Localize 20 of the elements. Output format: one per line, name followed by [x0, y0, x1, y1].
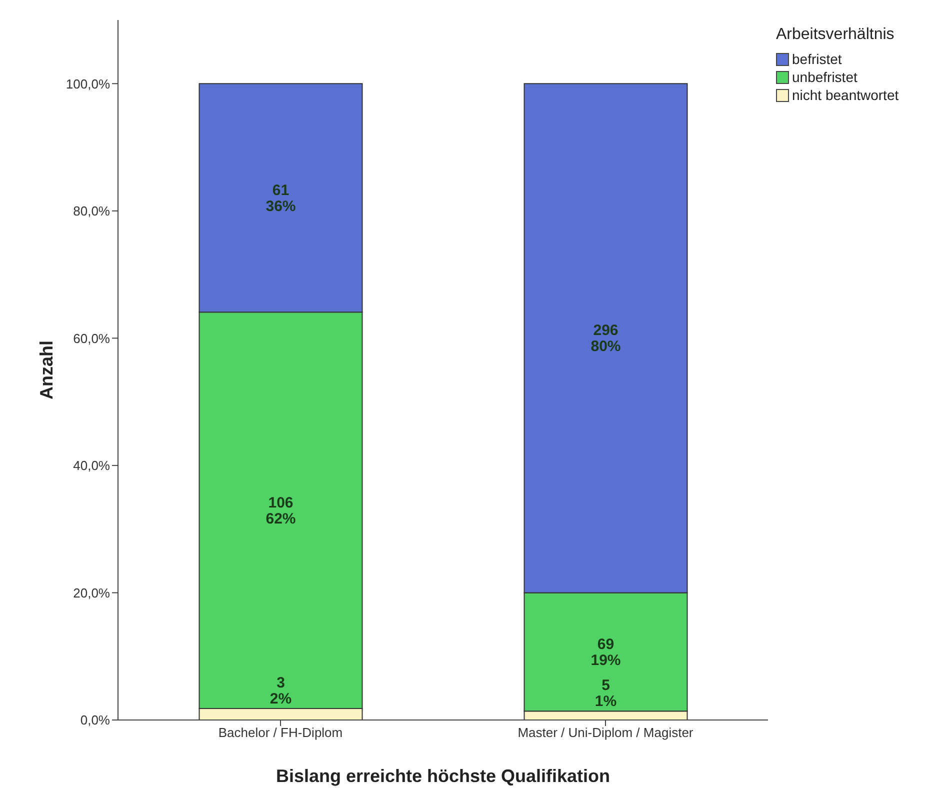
y-axis-title: Anzahl — [36, 340, 56, 400]
legend-label: befristet — [792, 51, 842, 67]
data-label: 69 19% — [590, 635, 621, 668]
y-tick-label: 60,0% — [73, 330, 110, 346]
legend-label: unbefristet — [792, 69, 858, 85]
y-tick-label: 0,0% — [80, 712, 110, 728]
data-label: 61 36% — [266, 181, 296, 214]
data-label: 3 2% — [270, 674, 292, 708]
data-label: 296 80% — [590, 322, 621, 355]
data-label: 106 62% — [266, 494, 296, 527]
y-tick-label: 40,0% — [73, 458, 110, 474]
data-label: 5 1% — [594, 676, 617, 710]
legend-title: Arbeitsverhältnis — [776, 26, 896, 44]
y-tick-label: 20,0% — [73, 585, 110, 600]
x-axis-title: Bislang erreichte höchste Qualifikation — [276, 766, 610, 786]
y-tick-label: 100,0% — [66, 76, 110, 92]
legend-label: nicht beantwortet — [792, 87, 899, 103]
x-tick-label: Master / Uni-Diplom / Magister — [518, 725, 694, 740]
x-tick-label: Bachelor / FH-Diplom — [218, 725, 343, 740]
y-tick-label: 80,0% — [73, 204, 110, 219]
